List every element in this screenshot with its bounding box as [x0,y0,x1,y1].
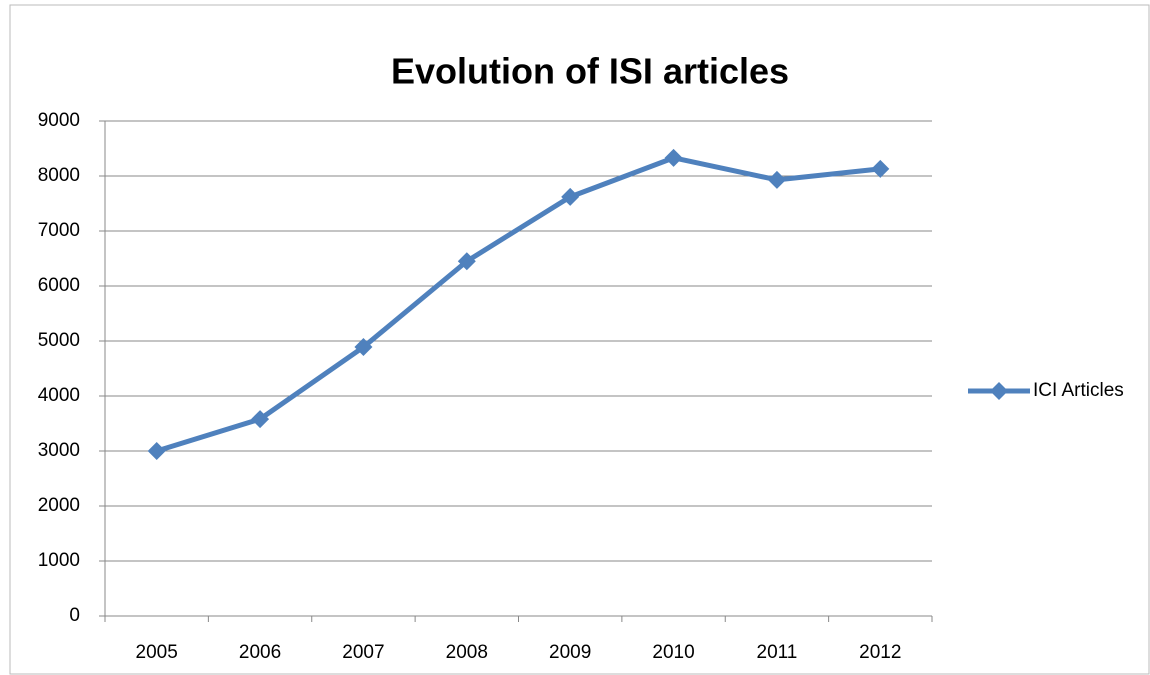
series-line [155,155,881,454]
y-tick-label: 0 [69,605,80,626]
y-tick-label: 4000 [38,385,80,406]
chart-border [9,4,1150,675]
chart-title: Evolution of ISI articles [391,51,789,92]
x-tick-label: 2009 [549,642,591,663]
x-tick-label: 2011 [757,642,798,663]
x-tick-label: 2006 [239,642,281,663]
x-tick-label: 2008 [446,642,488,663]
marker [147,442,166,460]
x-tick-label: 2010 [652,642,694,663]
x-tick-label: 2012 [859,642,901,663]
y-tick-label: 6000 [38,275,80,296]
marker [251,410,270,429]
marker [561,187,580,206]
legend-marker [990,382,1008,400]
x-tick-label: 2005 [136,642,178,663]
legend-label: ICI Articles [1033,380,1124,401]
y-tick-label: 7000 [38,220,80,241]
marker [767,170,786,189]
marker [457,252,476,271]
y-tick-label: 1000 [38,550,80,571]
y-tick-label: 2000 [38,495,80,516]
marker [871,159,890,178]
marker [354,338,373,357]
marker [664,148,683,167]
y-tick-label: 5000 [38,330,80,351]
y-tick-label: 3000 [38,440,80,461]
y-tick-label: 8000 [38,165,80,186]
y-tick-label: 9000 [38,110,80,131]
x-tick-label: 2007 [342,642,384,663]
